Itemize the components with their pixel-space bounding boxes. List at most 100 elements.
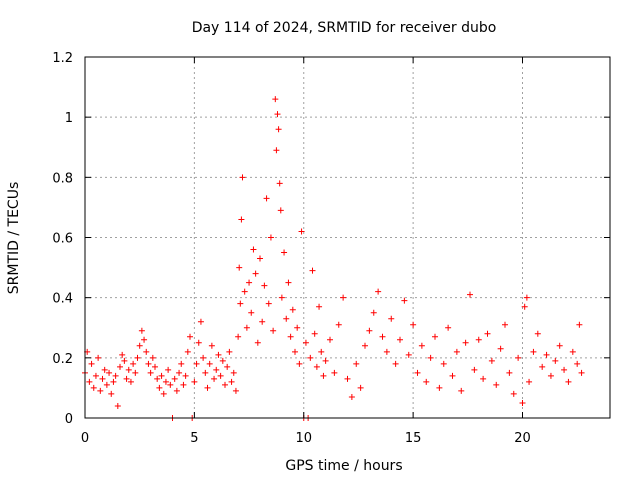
data-point — [515, 354, 522, 361]
data-point — [335, 321, 342, 328]
data-point — [228, 378, 235, 385]
data-point — [298, 228, 305, 235]
data-point — [193, 360, 200, 367]
data-point — [277, 207, 284, 214]
data-point — [136, 342, 143, 349]
data-point — [95, 354, 102, 361]
y-tick-label: 0.4 — [52, 292, 73, 307]
x-tick-label: 5 — [190, 431, 198, 446]
data-point — [152, 363, 158, 370]
data-point — [480, 375, 487, 382]
data-point — [121, 357, 128, 364]
data-point — [296, 360, 303, 367]
data-point — [90, 384, 97, 391]
data-point — [556, 342, 563, 349]
data-point — [292, 348, 298, 355]
data-point — [289, 306, 296, 313]
data-point — [112, 372, 119, 379]
data-point — [274, 111, 281, 118]
data-point — [236, 264, 243, 271]
data-point — [138, 327, 145, 334]
data-point — [366, 327, 373, 334]
data-point — [141, 336, 148, 343]
data-point — [187, 333, 193, 340]
data-point — [270, 327, 277, 334]
data-point — [86, 378, 93, 385]
data-point — [114, 402, 121, 409]
data-point — [219, 357, 226, 364]
data-point — [561, 366, 568, 373]
data-point — [261, 282, 268, 289]
data-point — [171, 375, 178, 382]
data-point — [320, 372, 327, 379]
x-axis-title: GPS time / hours — [285, 458, 402, 474]
data-point — [130, 360, 137, 367]
data-point — [241, 288, 248, 295]
data-point — [97, 387, 104, 394]
data-point — [206, 360, 213, 367]
data-point — [222, 381, 228, 388]
data-point — [106, 369, 113, 376]
data-point — [307, 354, 314, 361]
data-point — [226, 348, 233, 355]
data-point — [436, 384, 443, 391]
data-point — [257, 255, 263, 262]
data-point — [165, 366, 172, 373]
data-point — [327, 336, 333, 343]
data-point — [195, 339, 202, 346]
data-point — [156, 384, 163, 391]
data-point — [484, 330, 491, 337]
data-point — [217, 372, 224, 379]
data-point — [379, 333, 386, 340]
data-point — [313, 363, 320, 370]
data-point — [176, 369, 183, 376]
data-point — [184, 348, 191, 355]
data-point — [224, 363, 231, 370]
data-point — [237, 300, 244, 307]
y-tick-label: 0.2 — [52, 352, 73, 367]
data-point — [149, 354, 156, 361]
data-point — [574, 360, 581, 367]
data-point — [578, 369, 585, 376]
data-point — [506, 369, 513, 376]
data-point — [344, 375, 351, 382]
y-tick-label: 0 — [65, 412, 73, 427]
data-point — [510, 390, 517, 397]
data-point — [254, 339, 261, 346]
data-point — [278, 294, 285, 301]
data-point — [117, 363, 123, 370]
data-point — [467, 291, 473, 298]
data-point — [119, 351, 126, 358]
data-point — [493, 381, 500, 388]
data-point — [273, 147, 280, 154]
data-point — [526, 378, 533, 385]
data-point — [488, 357, 495, 364]
data-point — [388, 315, 395, 322]
data-point — [362, 342, 368, 349]
data-point — [539, 363, 546, 370]
data-point — [275, 126, 282, 133]
data-point — [353, 360, 360, 367]
data-point — [311, 330, 318, 337]
data-point — [250, 246, 257, 253]
data-point — [239, 174, 246, 181]
data-point — [283, 315, 290, 322]
data-point — [191, 378, 198, 385]
data-point — [462, 339, 469, 346]
data-point — [272, 96, 279, 103]
data-point — [294, 324, 301, 331]
data-point — [318, 348, 325, 355]
data-point — [309, 267, 316, 274]
data-point — [453, 348, 460, 355]
data-point — [265, 300, 272, 307]
y-tick-label: 1.2 — [52, 51, 73, 66]
data-point — [200, 354, 207, 361]
data-point — [160, 390, 167, 397]
data-point — [167, 381, 174, 388]
data-point — [197, 318, 204, 325]
data-point — [449, 372, 456, 379]
data-point — [259, 318, 266, 325]
data-point — [125, 366, 132, 373]
data-point — [158, 372, 165, 379]
